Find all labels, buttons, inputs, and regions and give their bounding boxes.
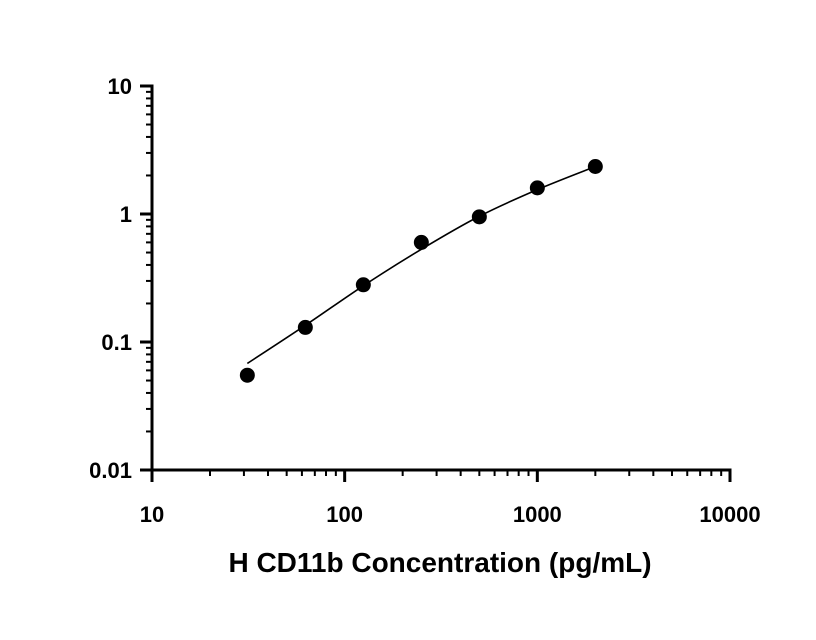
data-point — [529, 180, 545, 196]
x-tick-label: 1000 — [513, 502, 562, 527]
x-axis-ticks: 10 100 1000 10000 — [140, 470, 761, 527]
x-tick-label: 100 — [326, 502, 363, 527]
data-point — [587, 159, 603, 175]
data-point — [239, 367, 255, 383]
y-tick-label: 0.01 — [89, 458, 132, 483]
fit-curve — [246, 165, 596, 365]
x-axis-title: H CD11b Concentration (pg/mL) — [228, 547, 651, 578]
y-axis-ticks: 0.01 0.1 1 10 — [89, 74, 152, 483]
x-tick-label: 10000 — [699, 502, 760, 527]
data-points — [239, 159, 603, 383]
x-tick-label: 10 — [140, 502, 164, 527]
data-point — [297, 319, 313, 335]
y-tick-label: 10 — [108, 74, 132, 99]
axes — [150, 84, 732, 472]
data-point — [471, 209, 487, 225]
data-point — [413, 234, 429, 250]
data-point — [355, 277, 371, 293]
y-tick-label: 1 — [120, 202, 132, 227]
y-tick-label: 0.1 — [101, 330, 132, 355]
